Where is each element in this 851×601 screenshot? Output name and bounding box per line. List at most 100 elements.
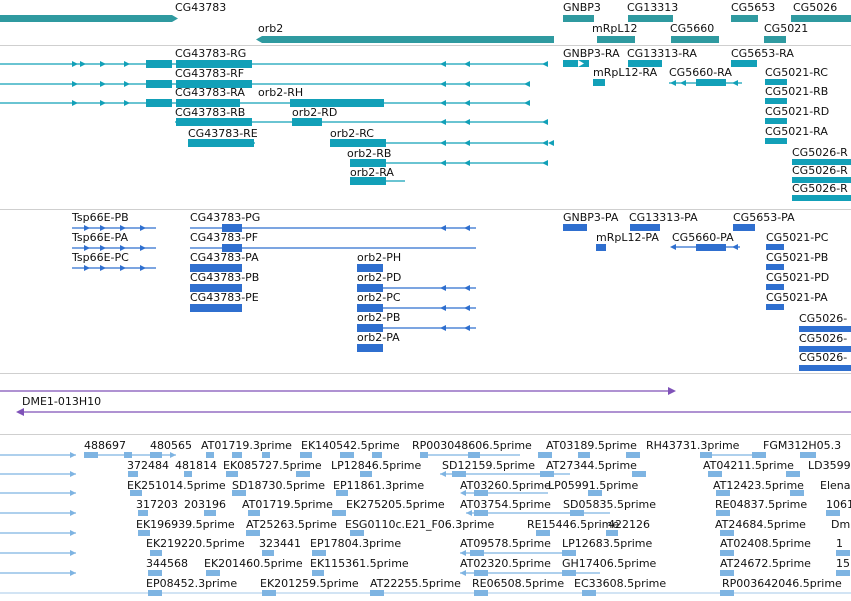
transcript-label[interactable]: orb2-RA	[350, 166, 394, 179]
est-label[interactable]: AT24672.5prime	[720, 557, 811, 570]
transcript-exon[interactable]	[146, 80, 172, 88]
cds-block[interactable]	[630, 224, 660, 231]
est-label[interactable]: EK219220.5prime	[146, 537, 245, 550]
est-label[interactable]: 317203	[136, 498, 178, 511]
est-label[interactable]: EK140542.5prime	[301, 439, 400, 452]
transcript-exon[interactable]	[176, 60, 252, 68]
transcript-label[interactable]: CG43783-RG	[175, 47, 246, 60]
cds-block[interactable]	[799, 365, 851, 371]
est-label[interactable]: EP08452.3prime	[146, 577, 237, 590]
transcript-label[interactable]: CG5021-RD	[765, 105, 829, 118]
cds-label[interactable]: CG5026-	[799, 351, 847, 364]
est-label[interactable]: AT02320.5prime	[460, 557, 551, 570]
cds-block[interactable]	[733, 224, 755, 231]
gene-label[interactable]: CG5660	[670, 22, 714, 35]
transcript-exon[interactable]	[292, 118, 322, 126]
transcript-label[interactable]: CG5021-RA	[765, 125, 828, 138]
gene-glyph-cg13313[interactable]	[628, 15, 673, 22]
cds-block[interactable]	[766, 304, 784, 310]
est-label[interactable]: AT24684.5prime	[715, 518, 806, 531]
transcript-label[interactable]: CG5026-R	[792, 164, 848, 177]
est-label[interactable]: EP11861.3prime	[333, 479, 424, 492]
transcript-label[interactable]: CG43783-RE	[188, 127, 258, 140]
gene-glyph-cg5653[interactable]	[731, 15, 758, 22]
transcript-exon[interactable]	[290, 99, 384, 107]
cds-label[interactable]: Tsp66E-PB	[71, 211, 129, 224]
gene-label[interactable]: CG5026	[793, 1, 837, 14]
cds-block[interactable]	[190, 264, 242, 272]
est-label[interactable]: EK201259.5prime	[260, 577, 359, 590]
est-label[interactable]: AT03260.5prime	[460, 479, 551, 492]
cds-label[interactable]: Tsp66E-PC	[71, 251, 129, 264]
cds-label[interactable]: CG13313-PA	[629, 211, 698, 224]
cds-label[interactable]: CG5026-	[799, 312, 847, 325]
transcript-exon[interactable]	[765, 138, 787, 144]
gene-label[interactable]: CG5021	[764, 22, 808, 35]
cds-label[interactable]: orb2-PB	[357, 311, 400, 324]
cds-block[interactable]	[222, 224, 242, 232]
cds-label[interactable]: CG5021-PA	[766, 291, 828, 304]
transcript-exon[interactable]	[593, 79, 605, 86]
cds-label[interactable]: CG43783-PA	[190, 251, 259, 264]
cds-label[interactable]: orb2-PC	[357, 291, 401, 304]
transcript-exon[interactable]	[792, 177, 851, 183]
cds-label[interactable]: GNBP3-PA	[563, 211, 619, 224]
gene-glyph-gnbp3[interactable]	[563, 15, 594, 22]
transcript-exon[interactable]	[696, 79, 726, 86]
transcript-label[interactable]: orb2-RC	[330, 127, 374, 140]
transcript-exon[interactable]	[350, 177, 386, 185]
transcript-label[interactable]: CG5021-RB	[765, 85, 828, 98]
est-label[interactable]: 480565	[150, 439, 192, 452]
cds-label[interactable]: CG5653-PA	[733, 211, 795, 224]
cds-label[interactable]: CG43783-PE	[190, 291, 259, 304]
cds-block[interactable]	[766, 284, 784, 290]
est-label[interactable]: 323441	[259, 537, 301, 550]
est-label[interactable]: Dm	[831, 518, 850, 531]
est-label[interactable]: EK115361.5prime	[310, 557, 409, 570]
est-label[interactable]: AT27344.5prime	[546, 459, 637, 472]
est-label[interactable]: AT01719.5prime	[242, 498, 333, 511]
est-label[interactable]: EK251014.5prime	[127, 479, 226, 492]
cds-block[interactable]	[357, 324, 383, 332]
est-label[interactable]: LP12683.5prime	[562, 537, 653, 550]
transcript-exon[interactable]	[765, 98, 787, 104]
cds-block[interactable]	[357, 304, 383, 312]
transcript-exon[interactable]	[731, 60, 757, 67]
transcript-label[interactable]: CG43783-RA	[175, 86, 245, 99]
gene-glyph-orb2[interactable]	[262, 36, 554, 43]
est-label[interactable]: AT01719.3prime	[201, 439, 292, 452]
est-label[interactable]: SD05835.5prime	[563, 498, 656, 511]
gene-label[interactable]: GNBP3	[563, 1, 601, 14]
transcript-label[interactable]: CG5026-R	[792, 182, 848, 195]
transcript-label[interactable]: GNBP3-RA	[563, 47, 620, 60]
transcript-exon[interactable]	[146, 99, 172, 107]
est-label[interactable]: RP003642046.5prime	[722, 577, 842, 590]
transcript-exon[interactable]	[792, 195, 851, 201]
transcript-label[interactable]: CG5026-R	[792, 146, 848, 159]
cds-label[interactable]: mRpL12-PA	[596, 231, 659, 244]
transcript-label[interactable]: CG5021-RC	[765, 66, 828, 79]
est-label[interactable]: 1061	[826, 498, 851, 511]
cds-label[interactable]: CG5021-PB	[766, 251, 828, 264]
est-label[interactable]: 1	[836, 537, 843, 550]
gene-label[interactable]: CG5653	[731, 1, 775, 14]
transcript-label[interactable]: orb2-RH	[258, 86, 303, 99]
est-label[interactable]: EK275205.5prime	[346, 498, 445, 511]
est-label[interactable]: SD12159.5prime	[442, 459, 535, 472]
est-label[interactable]: ESG0110c.E21_F06.3prime	[345, 518, 495, 531]
est-label[interactable]: 488697	[84, 439, 126, 452]
cds-block[interactable]	[357, 344, 383, 352]
est-label[interactable]: GH17406.5prime	[562, 557, 657, 570]
est-label[interactable]: 344568	[146, 557, 188, 570]
est-label[interactable]: AT22255.5prime	[370, 577, 461, 590]
gene-label[interactable]: CG43783	[175, 1, 226, 14]
est-label[interactable]: AT04211.5prime	[703, 459, 794, 472]
est-label[interactable]: AT03754.5prime	[460, 498, 551, 511]
est-label[interactable]: EK196939.5prime	[136, 518, 235, 531]
transcript-exon[interactable]	[176, 80, 252, 88]
transcript-exon[interactable]	[330, 139, 386, 147]
cds-label[interactable]: CG5021-PD	[766, 271, 829, 284]
cds-block[interactable]	[563, 224, 587, 231]
cds-label[interactable]: CG5660-PA	[672, 231, 734, 244]
transcript-exon[interactable]	[188, 139, 254, 147]
